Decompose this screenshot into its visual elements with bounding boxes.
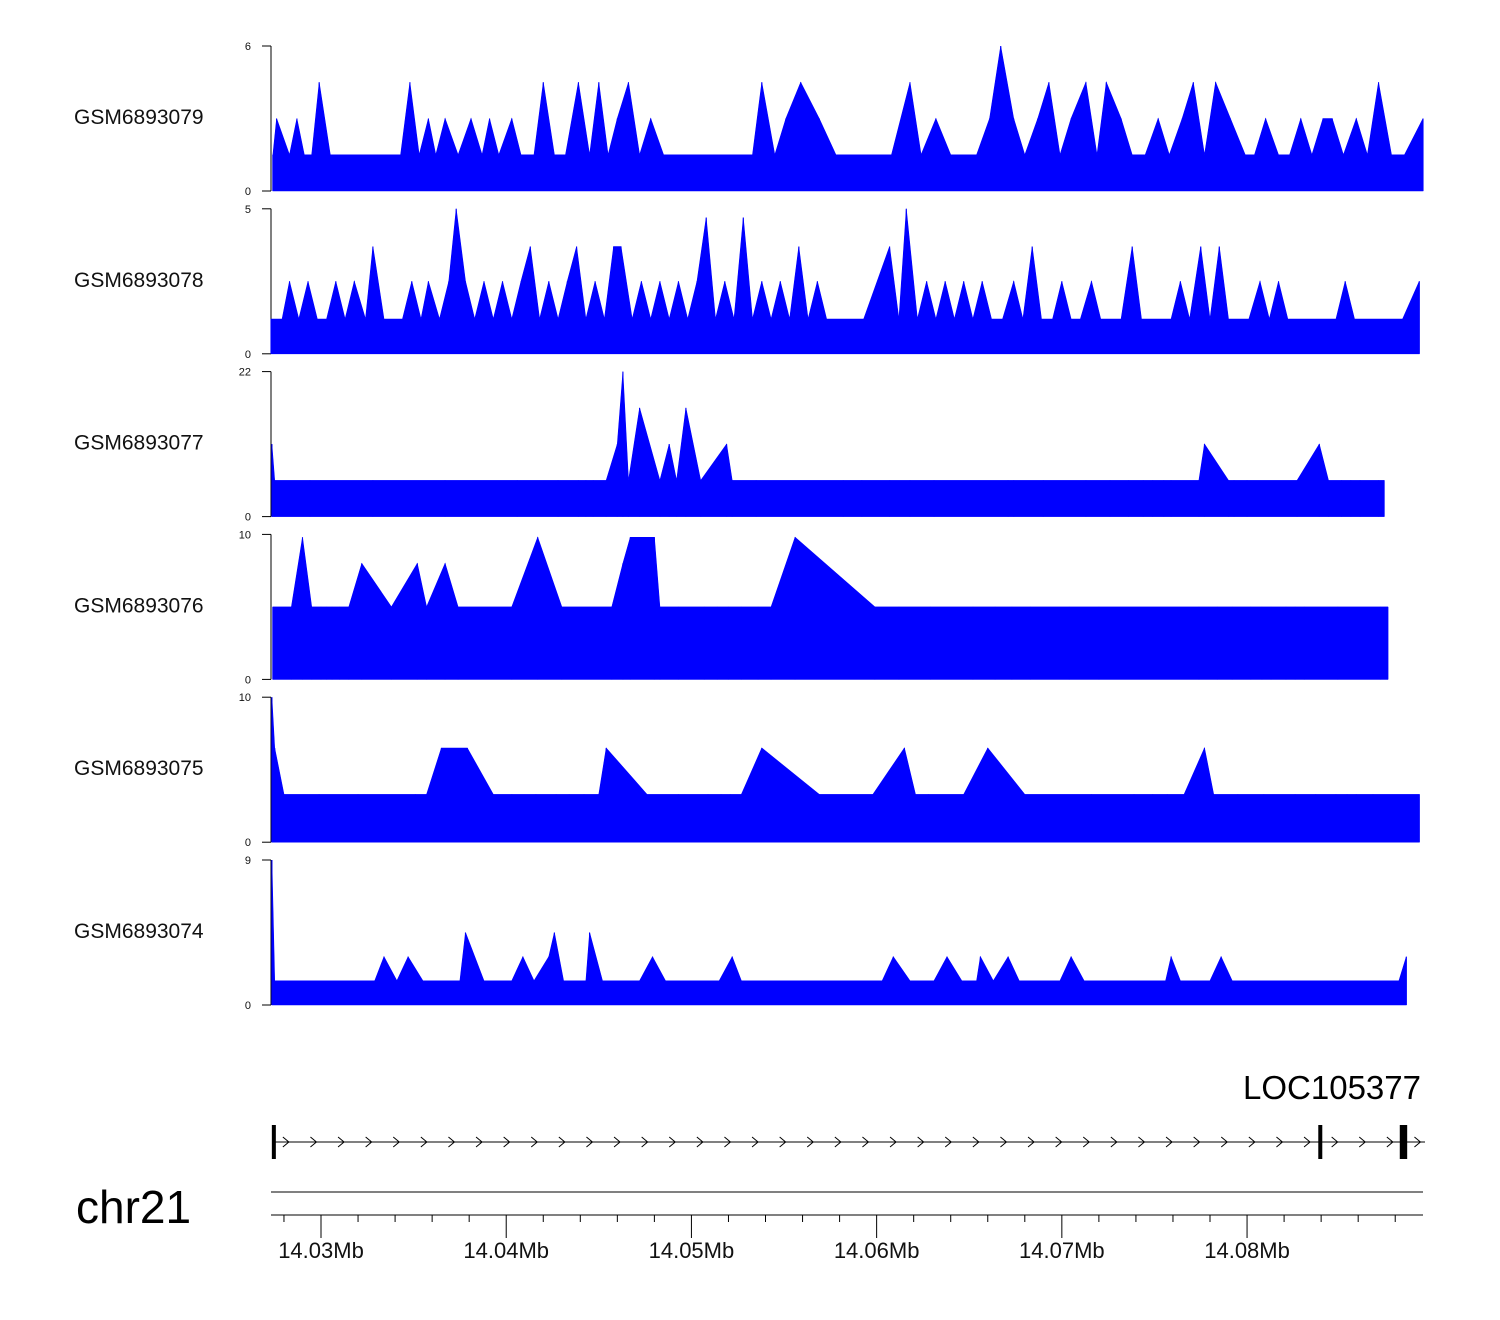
strand-arrow	[1110, 1136, 1118, 1148]
strand-arrow	[365, 1136, 373, 1148]
strand-arrow	[724, 1136, 732, 1148]
strand-arrow	[503, 1136, 511, 1148]
genome-axis: chr21 14.03Mb 14.04Mb 14.05Mb 14.06Mb 14.07M…	[76, 1181, 1423, 1263]
strand-arrow	[1193, 1136, 1201, 1148]
strand-arrow	[944, 1136, 953, 1148]
track-GSM6893077: GSM6893077 22 0	[74, 367, 1385, 524]
y-tick-label-min: 0	[245, 1000, 251, 1012]
y-tick-label-max: 10	[239, 529, 251, 541]
track-label: GSM6893079	[74, 106, 204, 129]
strand-arrow	[1000, 1136, 1008, 1148]
coverage-area	[271, 697, 1420, 843]
strand-arrow	[420, 1136, 428, 1148]
x-tick-label: 14.07Mb	[1019, 1238, 1105, 1263]
y-tick-label-min: 0	[245, 349, 251, 361]
exon	[271, 1125, 276, 1159]
y-tick-label-max: 5	[245, 204, 251, 216]
strand-arrow	[1386, 1136, 1394, 1148]
coverage-area	[270, 208, 1420, 355]
strand-arrow	[1276, 1136, 1284, 1148]
y-tick-label-min: 0	[245, 837, 251, 849]
x-tick-label: 14.06Mb	[834, 1238, 920, 1263]
coverage-tracks: GSM689307960GSM689307850GSM6893077220GSM…	[74, 41, 1424, 1012]
gene-exons	[271, 1125, 1408, 1159]
strand-arrow	[448, 1136, 456, 1148]
y-tick-label-max: 22	[239, 367, 251, 379]
x-tick-label: 14.03Mb	[278, 1238, 364, 1263]
strand-arrow	[558, 1136, 566, 1148]
y-tick-label-max: 10	[239, 692, 251, 704]
strand-arrow	[1138, 1136, 1146, 1148]
chromosome-label: chr21	[76, 1181, 191, 1233]
track-label: GSM6893074	[74, 920, 204, 943]
y-tick-label-min: 0	[245, 512, 251, 524]
strand-arrow	[392, 1136, 401, 1148]
strand-arrow	[337, 1136, 345, 1148]
strand-arrow	[889, 1136, 897, 1148]
strand-arrow	[751, 1136, 759, 1148]
strand-arrow	[1303, 1136, 1311, 1148]
strand-arrow	[779, 1136, 787, 1148]
strand-arrow	[806, 1136, 815, 1148]
exon	[1399, 1125, 1408, 1159]
gene-name-label: LOC105377	[1243, 1069, 1421, 1106]
strand-arrow	[1055, 1136, 1063, 1148]
track-GSM6893075: GSM6893075 10 0	[74, 692, 1420, 849]
strand-arrow	[310, 1136, 318, 1148]
strand-arrow	[1331, 1136, 1339, 1148]
track-GSM6893079: GSM6893079 6 0	[74, 41, 1424, 198]
track-label: GSM6893078	[74, 269, 204, 292]
exon	[1318, 1125, 1323, 1159]
strand-arrow	[586, 1136, 594, 1148]
strand-arrow	[917, 1136, 925, 1148]
coverage-area	[271, 371, 1385, 517]
track-label: GSM6893076	[74, 594, 204, 617]
x-tick-label: 14.05Mb	[649, 1238, 735, 1263]
strand-arrow	[834, 1136, 842, 1148]
track-label: GSM6893077	[74, 432, 204, 455]
y-tick-label-max: 9	[245, 855, 251, 867]
strand-arrow	[1358, 1136, 1367, 1148]
strand-arrow	[1082, 1136, 1091, 1148]
strand-arrow	[1414, 1136, 1422, 1148]
y-tick-label-min: 0	[245, 186, 251, 198]
strand-arrow	[613, 1136, 621, 1148]
strand-arrow	[1248, 1136, 1256, 1148]
coverage-area	[271, 859, 1407, 1006]
coverage-area	[272, 536, 1389, 680]
strand-arrow	[1220, 1136, 1229, 1148]
strand-arrow	[282, 1136, 290, 1148]
x-tick-label: 14.08Mb	[1204, 1238, 1290, 1263]
track-GSM6893076: GSM6893076 10 0	[74, 529, 1389, 686]
x-tick-label: 14.04Mb	[463, 1238, 549, 1263]
y-tick-label-max: 6	[245, 41, 251, 53]
strand-arrow	[668, 1136, 677, 1148]
strand-arrow	[1165, 1136, 1173, 1148]
strand-arrow	[862, 1136, 870, 1148]
strand-arrows	[282, 1136, 1422, 1148]
track-GSM6893074: GSM6893074 9 0	[74, 855, 1407, 1012]
axis-ticks: 14.03Mb 14.04Mb 14.05Mb 14.06Mb 14.07Mb 14.08…	[278, 1215, 1396, 1263]
strand-arrow	[641, 1136, 649, 1148]
strand-arrow	[696, 1136, 704, 1148]
track-label: GSM6893075	[74, 757, 204, 780]
y-tick-label-min: 0	[245, 674, 251, 686]
strand-arrow	[475, 1136, 483, 1148]
strand-arrow	[530, 1136, 539, 1148]
strand-arrow	[1027, 1136, 1035, 1148]
gene-track: LOC105377	[271, 1069, 1425, 1159]
strand-arrow	[972, 1136, 980, 1148]
track-GSM6893078: GSM6893078 5 0	[74, 204, 1420, 361]
